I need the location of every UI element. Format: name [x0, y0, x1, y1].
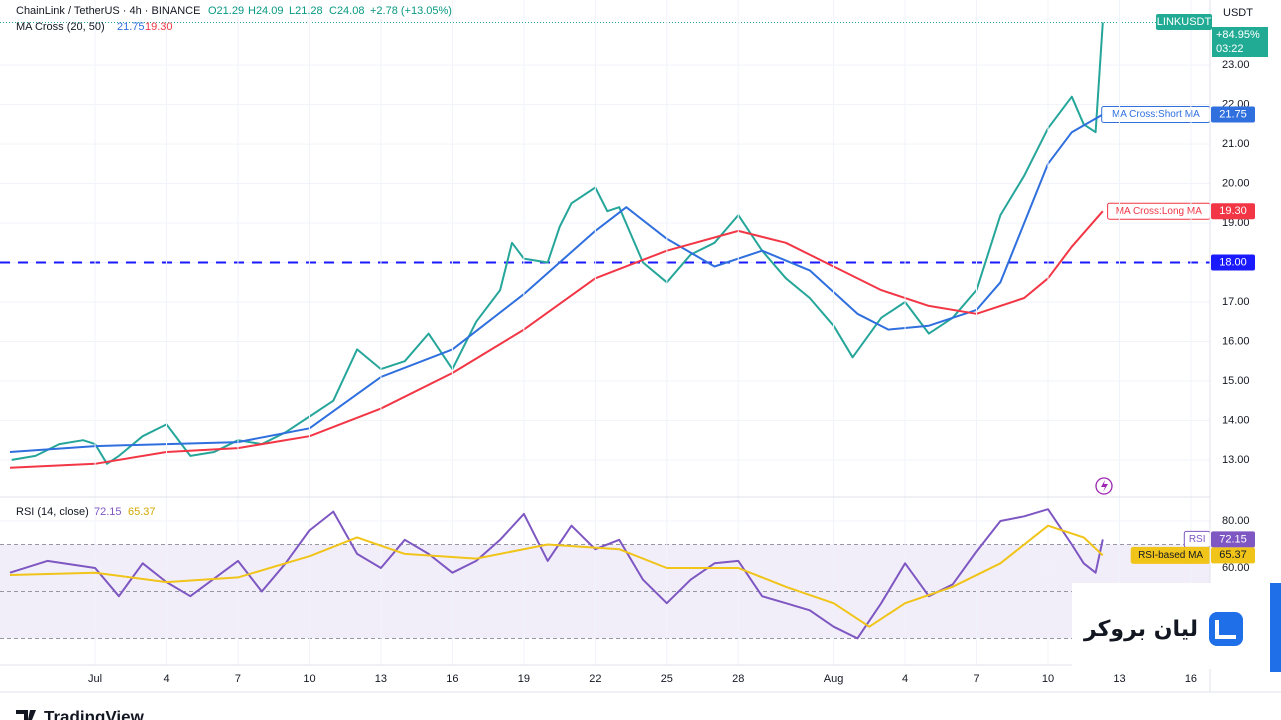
ohlc-low: L21.28 — [289, 5, 323, 17]
series-line — [9, 113, 1104, 453]
change-tag: +84.95% — [1216, 29, 1260, 41]
ma-legend: MA Cross (20, 50) — [16, 21, 105, 33]
series-line — [9, 508, 1104, 640]
x-tick-label: Jul — [88, 673, 102, 685]
ohlc-change: +2.78 (+13.05%) — [370, 5, 452, 17]
series-value-tag-bg — [1211, 203, 1255, 220]
countdown: 03:22 — [1216, 43, 1244, 55]
brand-logo — [16, 710, 36, 720]
hline-tag: 18.00 — [1219, 256, 1247, 268]
symbol-tag-bg — [1156, 14, 1212, 30]
symbol-tag: LINKUSDT — [1157, 16, 1212, 28]
series-value-tag-bg — [1211, 106, 1255, 123]
y-tick-label: 23.00 — [1222, 59, 1250, 71]
rsi-ma-value: 65.37 — [128, 506, 156, 518]
y-tick-label: 19.00 — [1222, 217, 1250, 229]
ohlc-open: O21.29 — [208, 5, 244, 17]
x-tick-label: 10 — [303, 673, 315, 685]
x-tick-label: 25 — [661, 673, 673, 685]
alert-bolt — [1101, 480, 1108, 492]
broker-logo-mark — [1215, 620, 1236, 639]
y-tick-label: 80.00 — [1222, 515, 1250, 527]
x-tick-label: 7 — [235, 673, 241, 685]
ma-long-value: 19.30 — [145, 21, 173, 33]
alert-icon[interactable] — [1095, 477, 1113, 495]
x-tick-label: 22 — [589, 673, 601, 685]
series-line — [9, 524, 1104, 628]
x-tick-label: 13 — [375, 673, 387, 685]
series-value-tag-bg — [1211, 531, 1255, 548]
brand-name: TradingView — [44, 707, 145, 720]
series-name-tag: MA Cross:Short MA — [1112, 109, 1200, 120]
y-tick-label: 21.00 — [1222, 138, 1250, 150]
rsi-value: 72.15 — [94, 506, 122, 518]
y-tick-label: 17.00 — [1222, 296, 1250, 308]
broker-bar — [1270, 583, 1281, 672]
series-line — [11, 22, 1104, 465]
rsi-legend: RSI (14, close) — [16, 506, 89, 518]
x-tick-label: 4 — [163, 673, 169, 685]
series-name-tag: RSI — [1189, 534, 1206, 545]
broker-logo — [1209, 612, 1243, 646]
ohlc-close: C24.08 — [329, 5, 364, 17]
series-value-tag: 19.30 — [1219, 205, 1247, 217]
change-tag-bg — [1212, 27, 1268, 57]
x-tick-label: 19 — [518, 673, 530, 685]
x-tick-label: 16 — [446, 673, 458, 685]
x-tick-label: 4 — [902, 673, 908, 685]
x-tick-label: 7 — [973, 673, 979, 685]
ohlc-high: H24.09 — [248, 5, 283, 17]
broker-name: ليان بروكر — [1083, 617, 1198, 642]
x-tick-label: 16 — [1185, 673, 1197, 685]
y-tick-label: 20.00 — [1222, 177, 1250, 189]
y-tick-label: 13.00 — [1222, 454, 1250, 466]
plot-layer: 13.00 14.00 15.00 16.00 17.00 18.00 19.00 20.00… — [0, 0, 1255, 685]
x-tick-label: 28 — [732, 673, 744, 685]
x-tick-label: 10 — [1042, 673, 1054, 685]
y-tick-label: 16.00 — [1222, 335, 1250, 347]
currency-label: USDT — [1223, 7, 1253, 19]
x-tick-label: 13 — [1113, 673, 1125, 685]
series-line — [9, 210, 1104, 469]
series-value-tag-bg — [1211, 547, 1255, 564]
symbol-title: ChainLink / TetherUS · 4h · BINANCE — [16, 5, 200, 17]
y-tick-label: 60.00 — [1222, 562, 1250, 574]
x-tick-label: Aug — [824, 673, 844, 685]
series-name-tag: RSI-based MA — [1138, 550, 1203, 561]
ma-short-value: 21.75 — [117, 21, 145, 33]
series-value-tag: 72.15 — [1219, 533, 1247, 545]
series-value-tag: 21.75 — [1219, 108, 1247, 120]
series-name-tag: MA Cross:Long MA — [1116, 206, 1202, 217]
y-tick-label: 14.00 — [1222, 414, 1250, 426]
series-value-tag: 65.37 — [1219, 549, 1247, 561]
y-tick-label: 15.00 — [1222, 375, 1250, 387]
hline-tag-bg — [1211, 254, 1255, 271]
